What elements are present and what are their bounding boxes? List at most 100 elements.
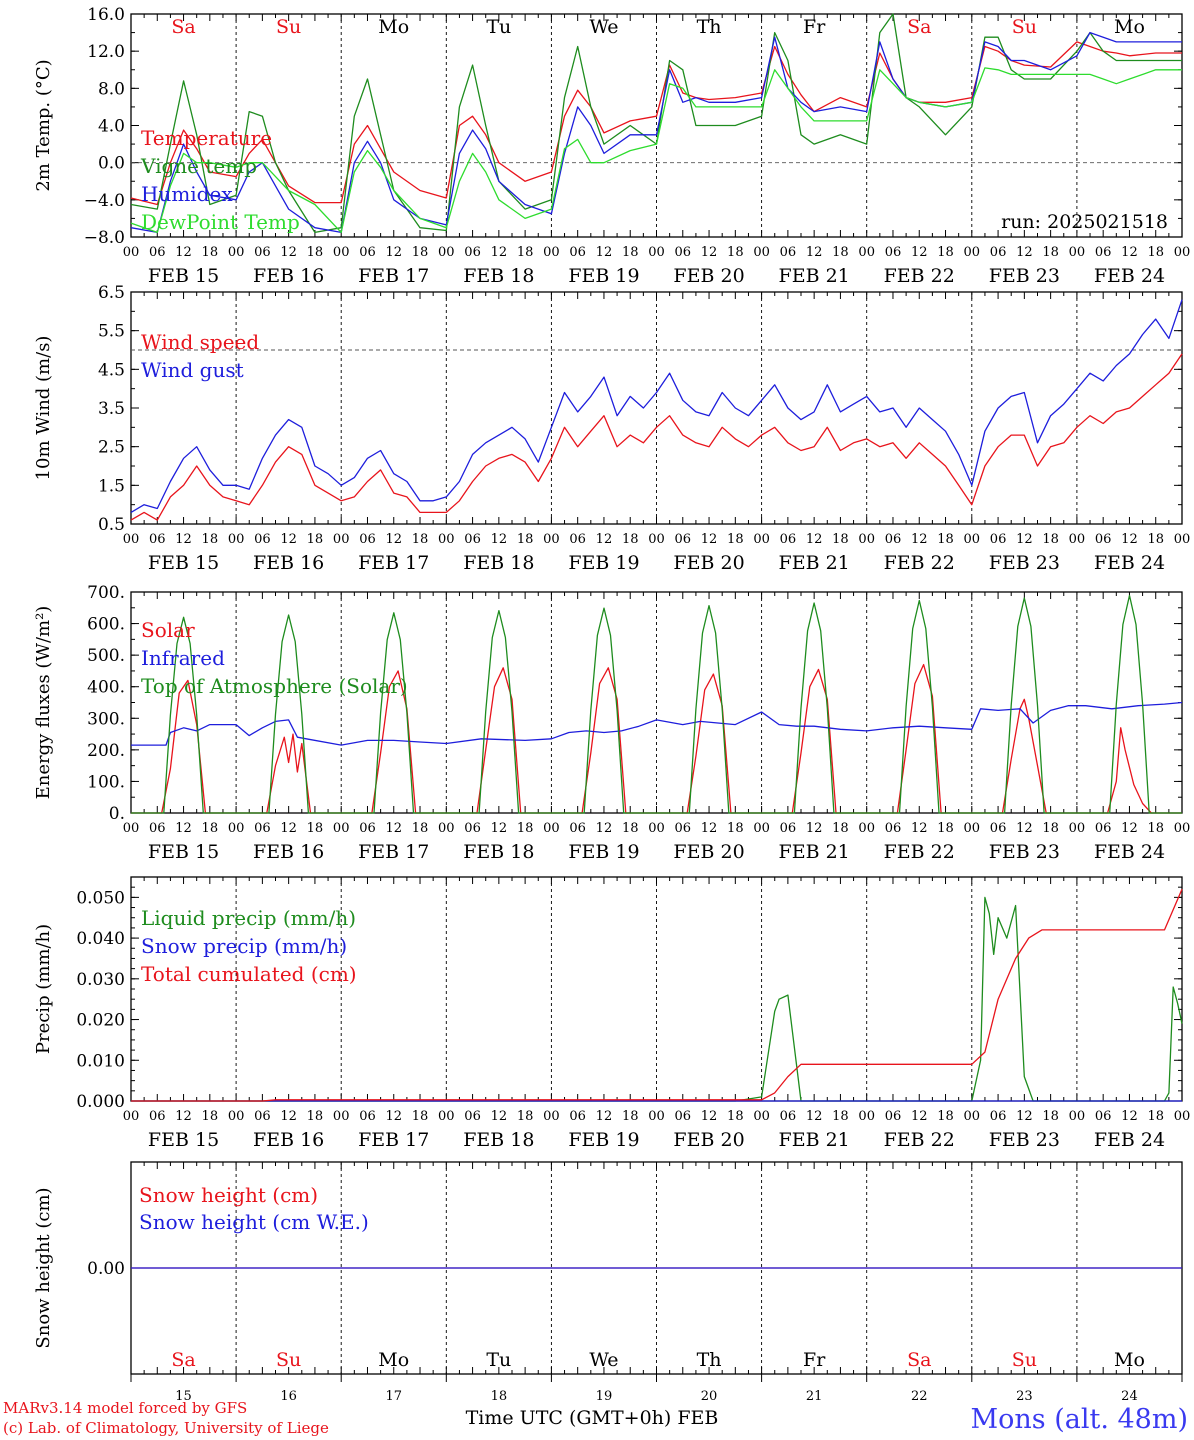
panels: 16.0 12.0 8.0 4.0 0.0 −4.0 −8.0 2m Temp. (°C) Te…	[33, 5, 1190, 1404]
hour-tick-label: 00	[438, 821, 455, 836]
series-line-2	[131, 701, 1183, 746]
hour-tick-label: 12	[596, 1109, 613, 1124]
date-label: FEB 16	[253, 265, 324, 287]
hour-tick-label: 06	[675, 245, 692, 260]
weekday-label: Fr	[803, 16, 826, 38]
hour-tick-label: 06	[464, 532, 481, 547]
series-line-3	[130, 31, 1182, 234]
panel-3: 700. 600. 500. 400. 300. 200. 100. 0. Energy flu…	[33, 583, 1190, 863]
hour-tick-label: 00	[123, 245, 140, 260]
hour-tick-label: 00	[333, 821, 350, 836]
date-label: FEB 19	[568, 841, 639, 863]
hour-tick-label: 06	[149, 245, 166, 260]
y-tick-label: 0.0	[98, 154, 125, 174]
hour-tick-label: 18	[1147, 821, 1164, 836]
hour-tick-label: 06	[464, 821, 481, 836]
y-axis-label: Energy fluxes (W/m²)	[33, 606, 54, 800]
day-number-label: 18	[491, 1389, 508, 1404]
hour-tick-label: 00	[648, 821, 665, 836]
station-name: Mons (alt. 48m)	[970, 1404, 1188, 1435]
hour-tick-label: 06	[1095, 1109, 1112, 1124]
y-tick-label: 5.5	[98, 322, 125, 342]
hour-tick-label: 00	[1069, 532, 1086, 547]
hour-tick-label: 18	[412, 821, 429, 836]
y-tick-label: −4.0	[84, 191, 125, 211]
date-label: FEB 15	[148, 1129, 219, 1151]
date-label: FEB 22	[884, 1129, 955, 1151]
day-number-label: 15	[175, 1389, 192, 1404]
hour-tick-label: 00	[438, 532, 455, 547]
y-axis-label: 10m Wind (m/s)	[33, 336, 54, 481]
time-axis-label: Time UTC (GMT+0h) FEB	[466, 1407, 719, 1429]
hour-tick-label: 06	[675, 1109, 692, 1124]
y-tick-label: 0.020	[76, 1011, 125, 1031]
hour-tick-label: 06	[780, 1109, 797, 1124]
hour-tick-label: 12	[1016, 532, 1033, 547]
model-credit: MARv3.14 model forced by GFS	[3, 1399, 247, 1417]
hour-tick-label: 06	[254, 1109, 271, 1124]
day-number-label: 16	[280, 1389, 297, 1404]
hour-tick-label: 12	[596, 532, 613, 547]
hour-tick-label: 00	[648, 532, 665, 547]
hour-tick-label: 18	[412, 1109, 429, 1124]
hour-tick-label: 18	[832, 821, 849, 836]
panel-4: 0.050 0.040 0.030 0.020 0.010 0.000 Precip (mm…	[33, 876, 1190, 1151]
hour-tick-label: 06	[885, 1109, 902, 1124]
legend-entry: Snow height (cm W.E.)	[139, 1210, 369, 1234]
hour-tick-label: 00	[753, 532, 770, 547]
date-label: FEB 21	[779, 841, 850, 863]
hour-tick-label: 06	[780, 245, 797, 260]
y-tick-label: 500.	[87, 646, 125, 666]
y-axis-label: 2m Temp. (°C)	[33, 59, 54, 191]
series-line-1	[130, 41, 1182, 206]
hour-tick-label: 18	[622, 1109, 639, 1124]
weekday-label: Su	[276, 16, 301, 38]
date-label: FEB 23	[989, 265, 1060, 287]
hour-tick-label: 00	[858, 821, 875, 836]
hour-tick-label: 00	[858, 532, 875, 547]
date-label: FEB 19	[568, 265, 639, 287]
hour-tick-label: 18	[1042, 1109, 1059, 1124]
hour-tick-label: 06	[254, 821, 271, 836]
date-label: FEB 23	[989, 841, 1060, 863]
legend-entry: Total cumulated (cm)	[141, 962, 357, 986]
hour-tick-label: 12	[1016, 245, 1033, 260]
hour-tick-label: 12	[175, 1109, 192, 1124]
legend-entry: Wind gust	[141, 358, 244, 382]
hour-tick-label: 12	[385, 1109, 402, 1124]
hour-tick-label: 06	[464, 245, 481, 260]
y-tick-label: 4.0	[98, 117, 125, 137]
hour-tick-label: 12	[1121, 1109, 1138, 1124]
hour-tick-label: 00	[123, 1109, 140, 1124]
hour-tick-label: 12	[701, 245, 718, 260]
weekday-label: Sa	[171, 1349, 195, 1371]
hour-tick-label: 00	[1069, 1109, 1086, 1124]
hour-tick-label: 12	[701, 1109, 718, 1124]
legend-entry: Humidex	[141, 182, 233, 206]
date-label: FEB 19	[568, 552, 639, 574]
y-tick-label: 1.5	[98, 476, 125, 496]
hour-tick-label: 00	[964, 532, 981, 547]
hour-tick-label: 18	[937, 821, 954, 836]
hour-tick-label: 12	[596, 821, 613, 836]
date-label: FEB 24	[1094, 265, 1165, 287]
hour-tick-label: 00	[753, 1109, 770, 1124]
date-label: FEB 15	[148, 265, 219, 287]
hour-tick-label: 12	[1121, 821, 1138, 836]
hour-tick-label: 12	[491, 532, 508, 547]
hour-tick-label: 12	[1121, 245, 1138, 260]
weekday-label: Mo	[1114, 16, 1145, 38]
hour-tick-label: 00	[964, 245, 981, 260]
hour-tick-label: 18	[307, 1109, 324, 1124]
legend-entry: DewPoint Temp	[141, 210, 300, 234]
hour-tick-label: 12	[280, 821, 297, 836]
hour-tick-label: 00	[438, 245, 455, 260]
hour-tick-label: 00	[543, 532, 560, 547]
hour-tick-label: 18	[202, 532, 219, 547]
hour-tick-label: 12	[385, 821, 402, 836]
hour-tick-label: 06	[569, 1109, 586, 1124]
panel-1: 16.0 12.0 8.0 4.0 0.0 −4.0 −8.0 2m Temp. (°C) Te…	[33, 5, 1190, 287]
hour-tick-label: 18	[412, 245, 429, 260]
hour-tick-label: 12	[701, 532, 718, 547]
y-axis-label: Precip (mm/h)	[33, 924, 54, 1054]
